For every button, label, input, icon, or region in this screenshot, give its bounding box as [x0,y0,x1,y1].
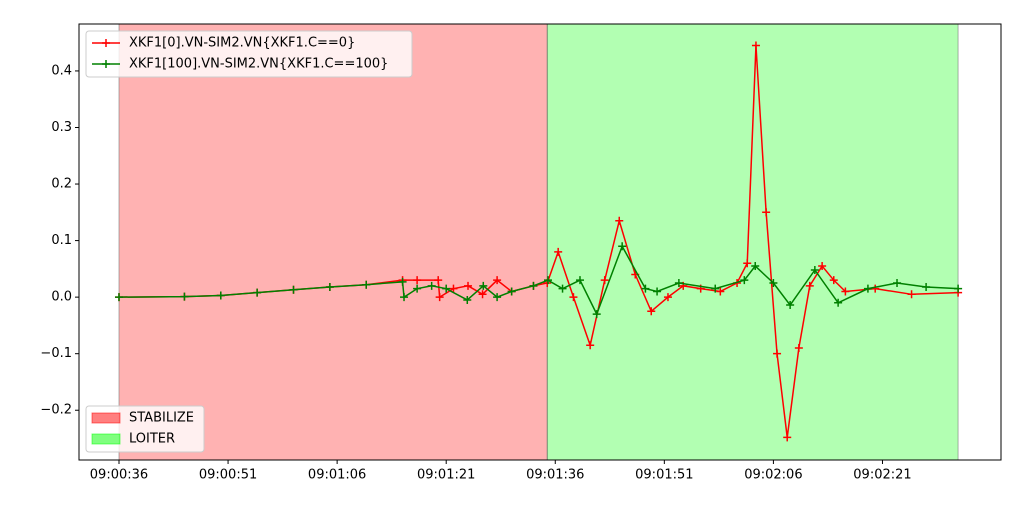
region [118,23,548,461]
legend-box [85,30,413,78]
x-tick-label: 09:00:51 [199,468,257,483]
marker [398,277,407,286]
marker [493,276,502,285]
legend-label: LOITER [129,432,175,447]
legend-label: STABILIZE [129,411,194,426]
marker [829,276,838,285]
marker [711,284,720,293]
marker [663,293,672,302]
marker [592,310,601,319]
marker [543,276,552,285]
marker [180,292,189,301]
x-tick-label: 09:02:21 [853,468,911,483]
marker [818,262,827,271]
marker [253,288,262,297]
marker [647,307,656,316]
legend-patch [91,412,121,424]
marker [413,284,422,293]
legend-label: XKF1[0].VN-SIM2.VN{XKF1.C==0} [129,36,355,51]
marker [653,287,662,296]
marker [716,287,725,296]
marker [762,208,771,217]
marker [464,281,473,290]
y-tick-label: 0.1 [51,233,72,248]
marker [863,284,872,293]
marker [427,281,436,290]
marker [493,293,502,302]
marker [871,284,880,293]
marker [413,276,422,285]
marker [216,291,225,300]
legend-label: XKF1[100].VN-SIM2.VN{XKF1.C==100} [129,57,388,72]
marker [751,41,760,50]
marker [615,216,624,225]
marker [841,287,850,296]
plot-frame [78,23,1002,461]
marker [569,293,578,302]
series-line [118,244,959,316]
y-tick-label: 0.2 [51,177,72,192]
marker [586,341,595,350]
marker [434,276,443,285]
marker [743,259,752,268]
marker [362,280,371,289]
marker [114,293,123,302]
marker [674,278,683,287]
marker [463,295,472,304]
marker [810,265,819,274]
marker [600,276,609,285]
marker [575,276,584,285]
legend-marker [102,60,110,68]
marker [400,293,409,302]
x-tick-label: 09:00:36 [90,468,148,483]
y-tick-label: 0.3 [51,120,72,135]
marker [442,284,451,293]
legend-marker [102,39,110,47]
x-tick-label: 09:01:51 [635,468,693,483]
marker [479,281,488,290]
marker [786,301,795,310]
marker [805,281,814,290]
marker [558,284,567,293]
region [546,23,959,461]
marker [783,433,792,442]
marker [751,262,760,271]
marker [289,285,298,294]
marker [618,242,627,251]
marker [907,290,916,299]
y-tick-label: −0.1 [40,346,72,361]
marker [554,247,563,256]
marker [435,293,444,302]
marker [773,349,782,358]
marker [641,284,650,293]
x-tick-label: 09:01:21 [417,468,475,483]
marker [794,344,803,353]
y-tick-label: −0.2 [40,403,72,418]
marker [954,284,963,293]
marker [529,281,538,290]
marker [478,290,487,299]
x-tick-label: 09:02:06 [744,468,802,483]
x-tick-label: 09:01:06 [308,468,366,483]
marker [893,278,902,287]
y-tick-label: 0.4 [51,63,72,78]
y-tick-label: 0.0 [51,290,72,305]
marker [507,287,516,296]
marker [325,282,334,291]
marker [740,276,749,285]
marker [449,284,458,293]
marker [769,278,778,287]
legend-patch [91,433,121,445]
x-tick-label: 09:01:36 [526,468,584,483]
marker [834,298,843,307]
marker [922,282,931,291]
